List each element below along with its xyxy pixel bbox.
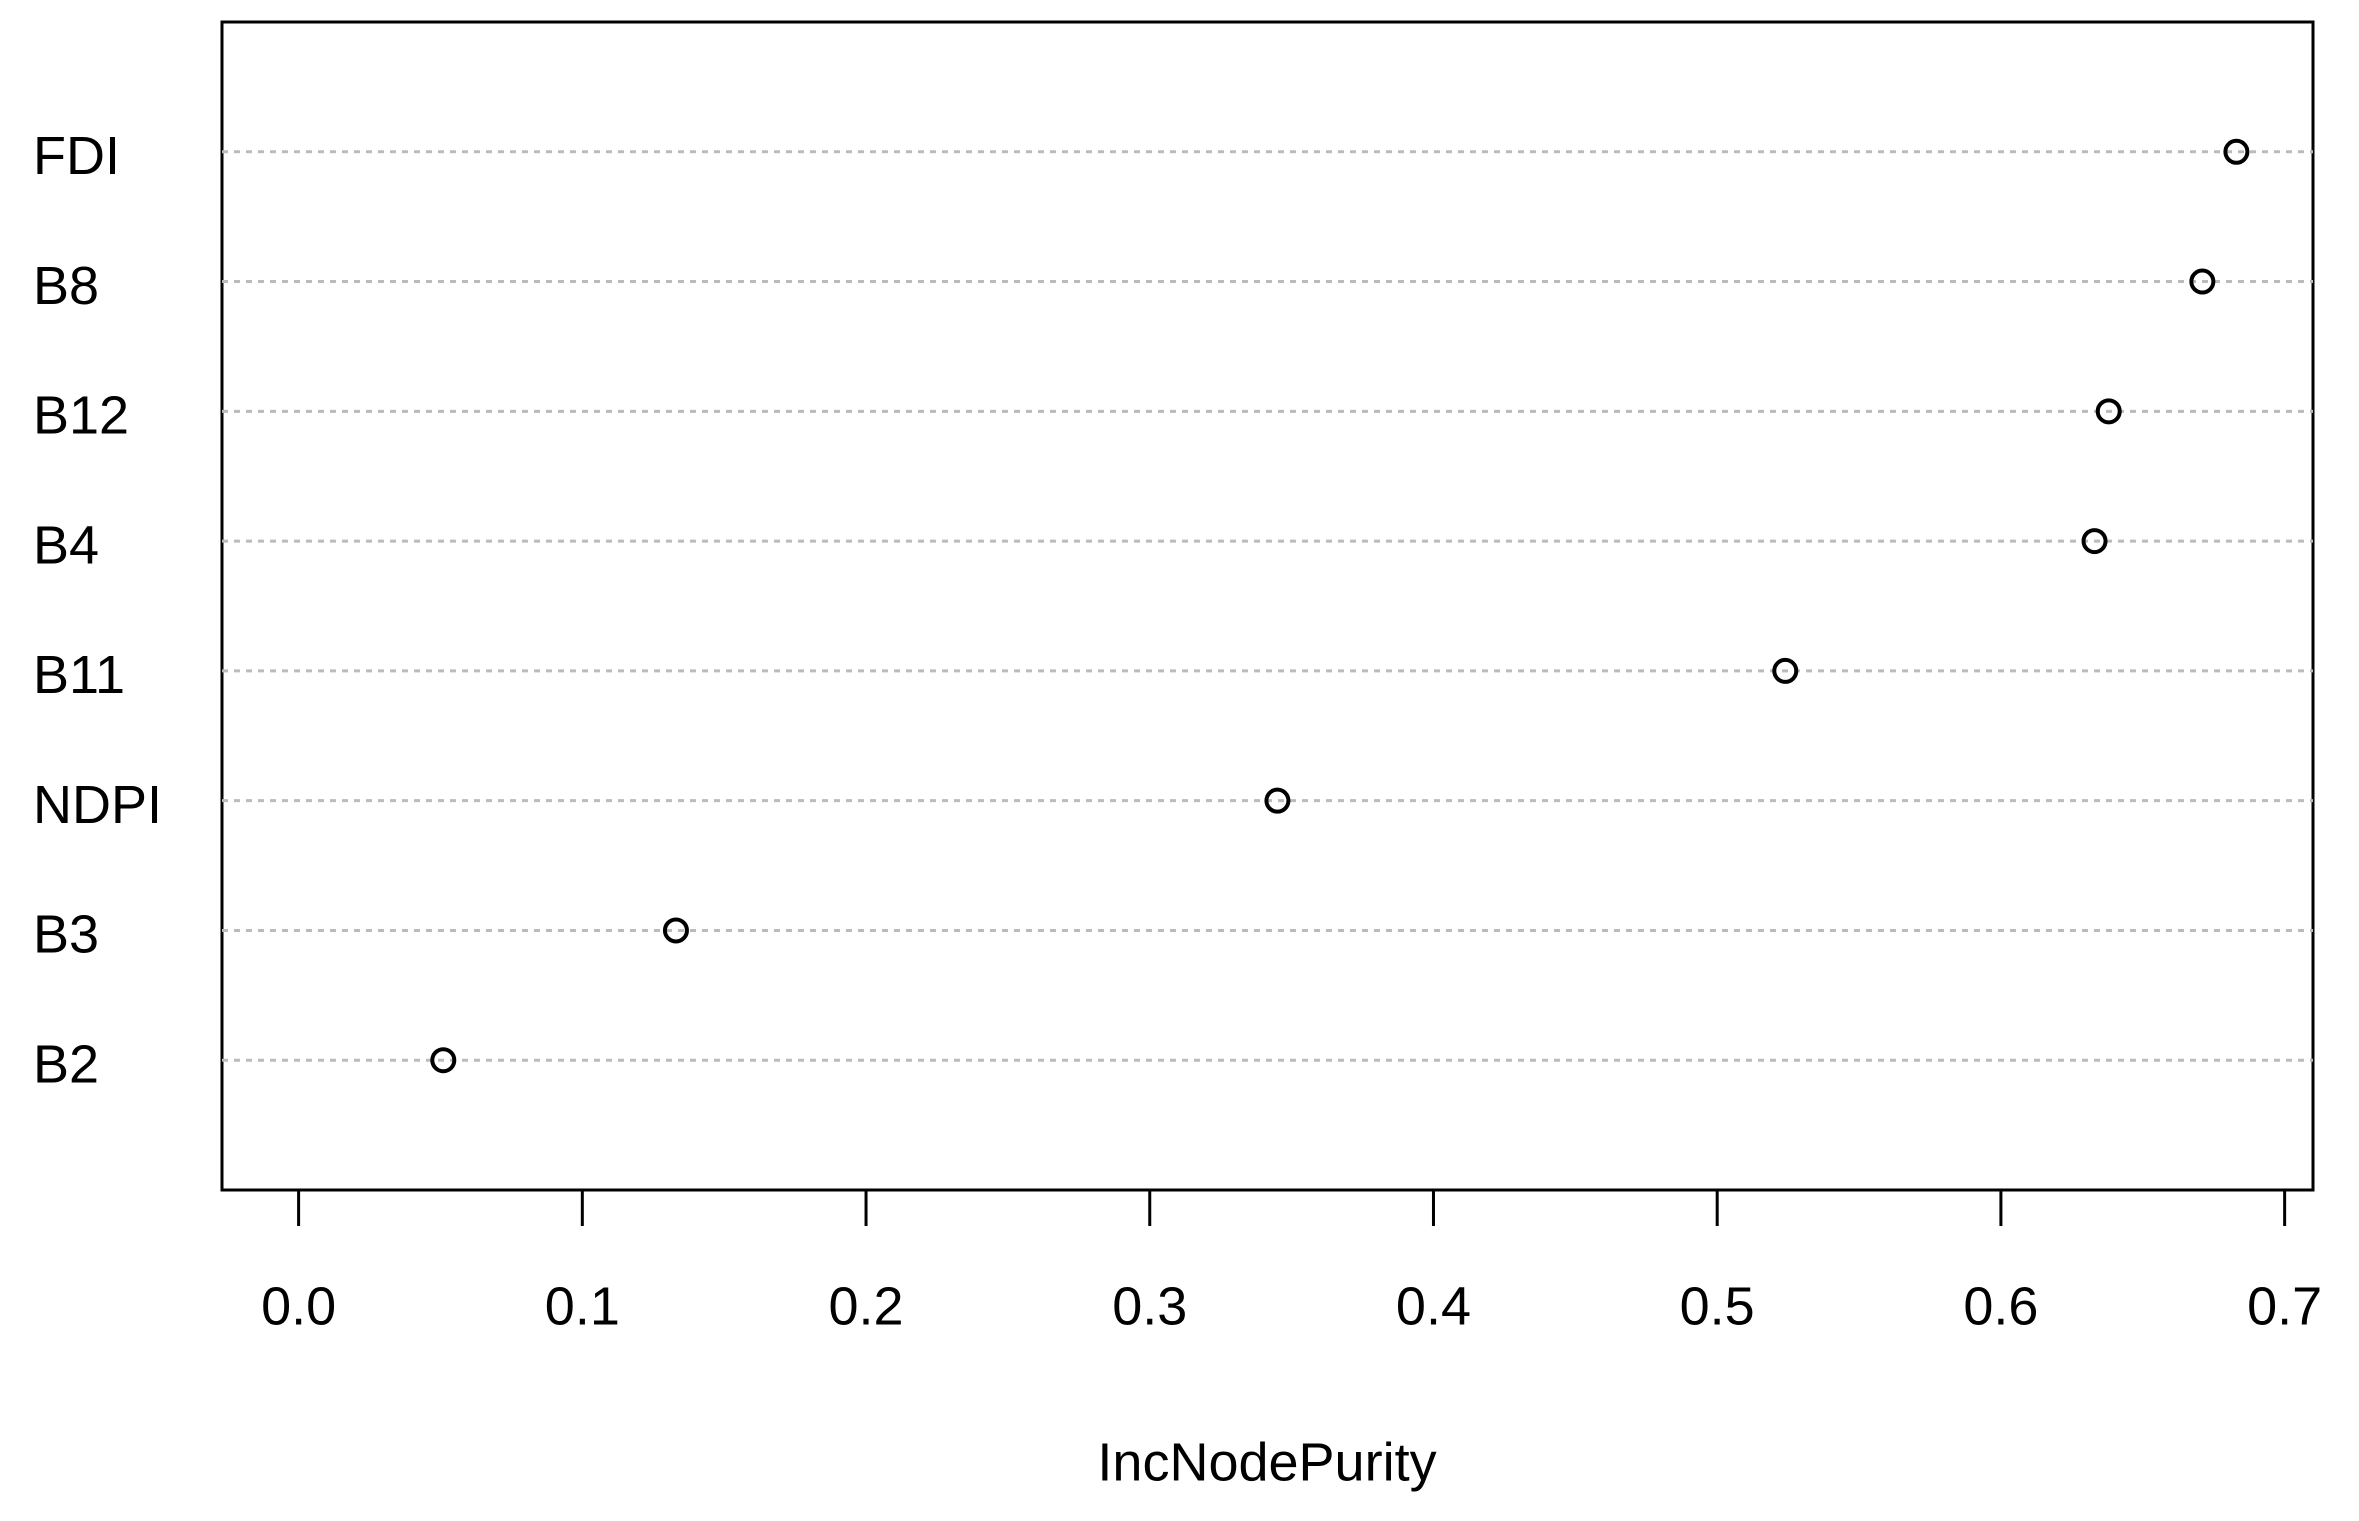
plot-frame [220,20,2315,1192]
y-tick-label: B2 [33,1034,99,1094]
dot [2189,268,2216,295]
x-tick-label: 0.3 [1112,1276,1187,1336]
x-tick-label: 0.0 [261,1276,336,1336]
x-tick-label: 0.2 [829,1276,904,1336]
x-tick-label: 0.6 [1963,1276,2038,1336]
x-tick-label: 0.4 [1396,1276,1471,1336]
dot [1772,657,1799,684]
x-tick-label: 0.7 [2247,1276,2322,1336]
dot [662,917,689,944]
y-tick-label: B4 [33,515,99,575]
y-tick-label: B8 [33,256,99,316]
dot [430,1047,457,1074]
dot [2095,398,2122,425]
y-tick-label: NDPI [33,775,162,835]
y-tick-label: FDI [33,126,120,186]
dot [1264,787,1291,814]
y-tick-label: B12 [33,386,129,446]
x-axis-label: IncNodePurity [1097,1432,1436,1492]
dot [2081,528,2108,555]
y-tick-label: B11 [33,645,125,705]
dot [2223,138,2250,165]
y-tick-label: B3 [33,905,99,965]
x-tick-label: 0.1 [545,1276,620,1336]
x-tick-label: 0.5 [1680,1276,1755,1336]
